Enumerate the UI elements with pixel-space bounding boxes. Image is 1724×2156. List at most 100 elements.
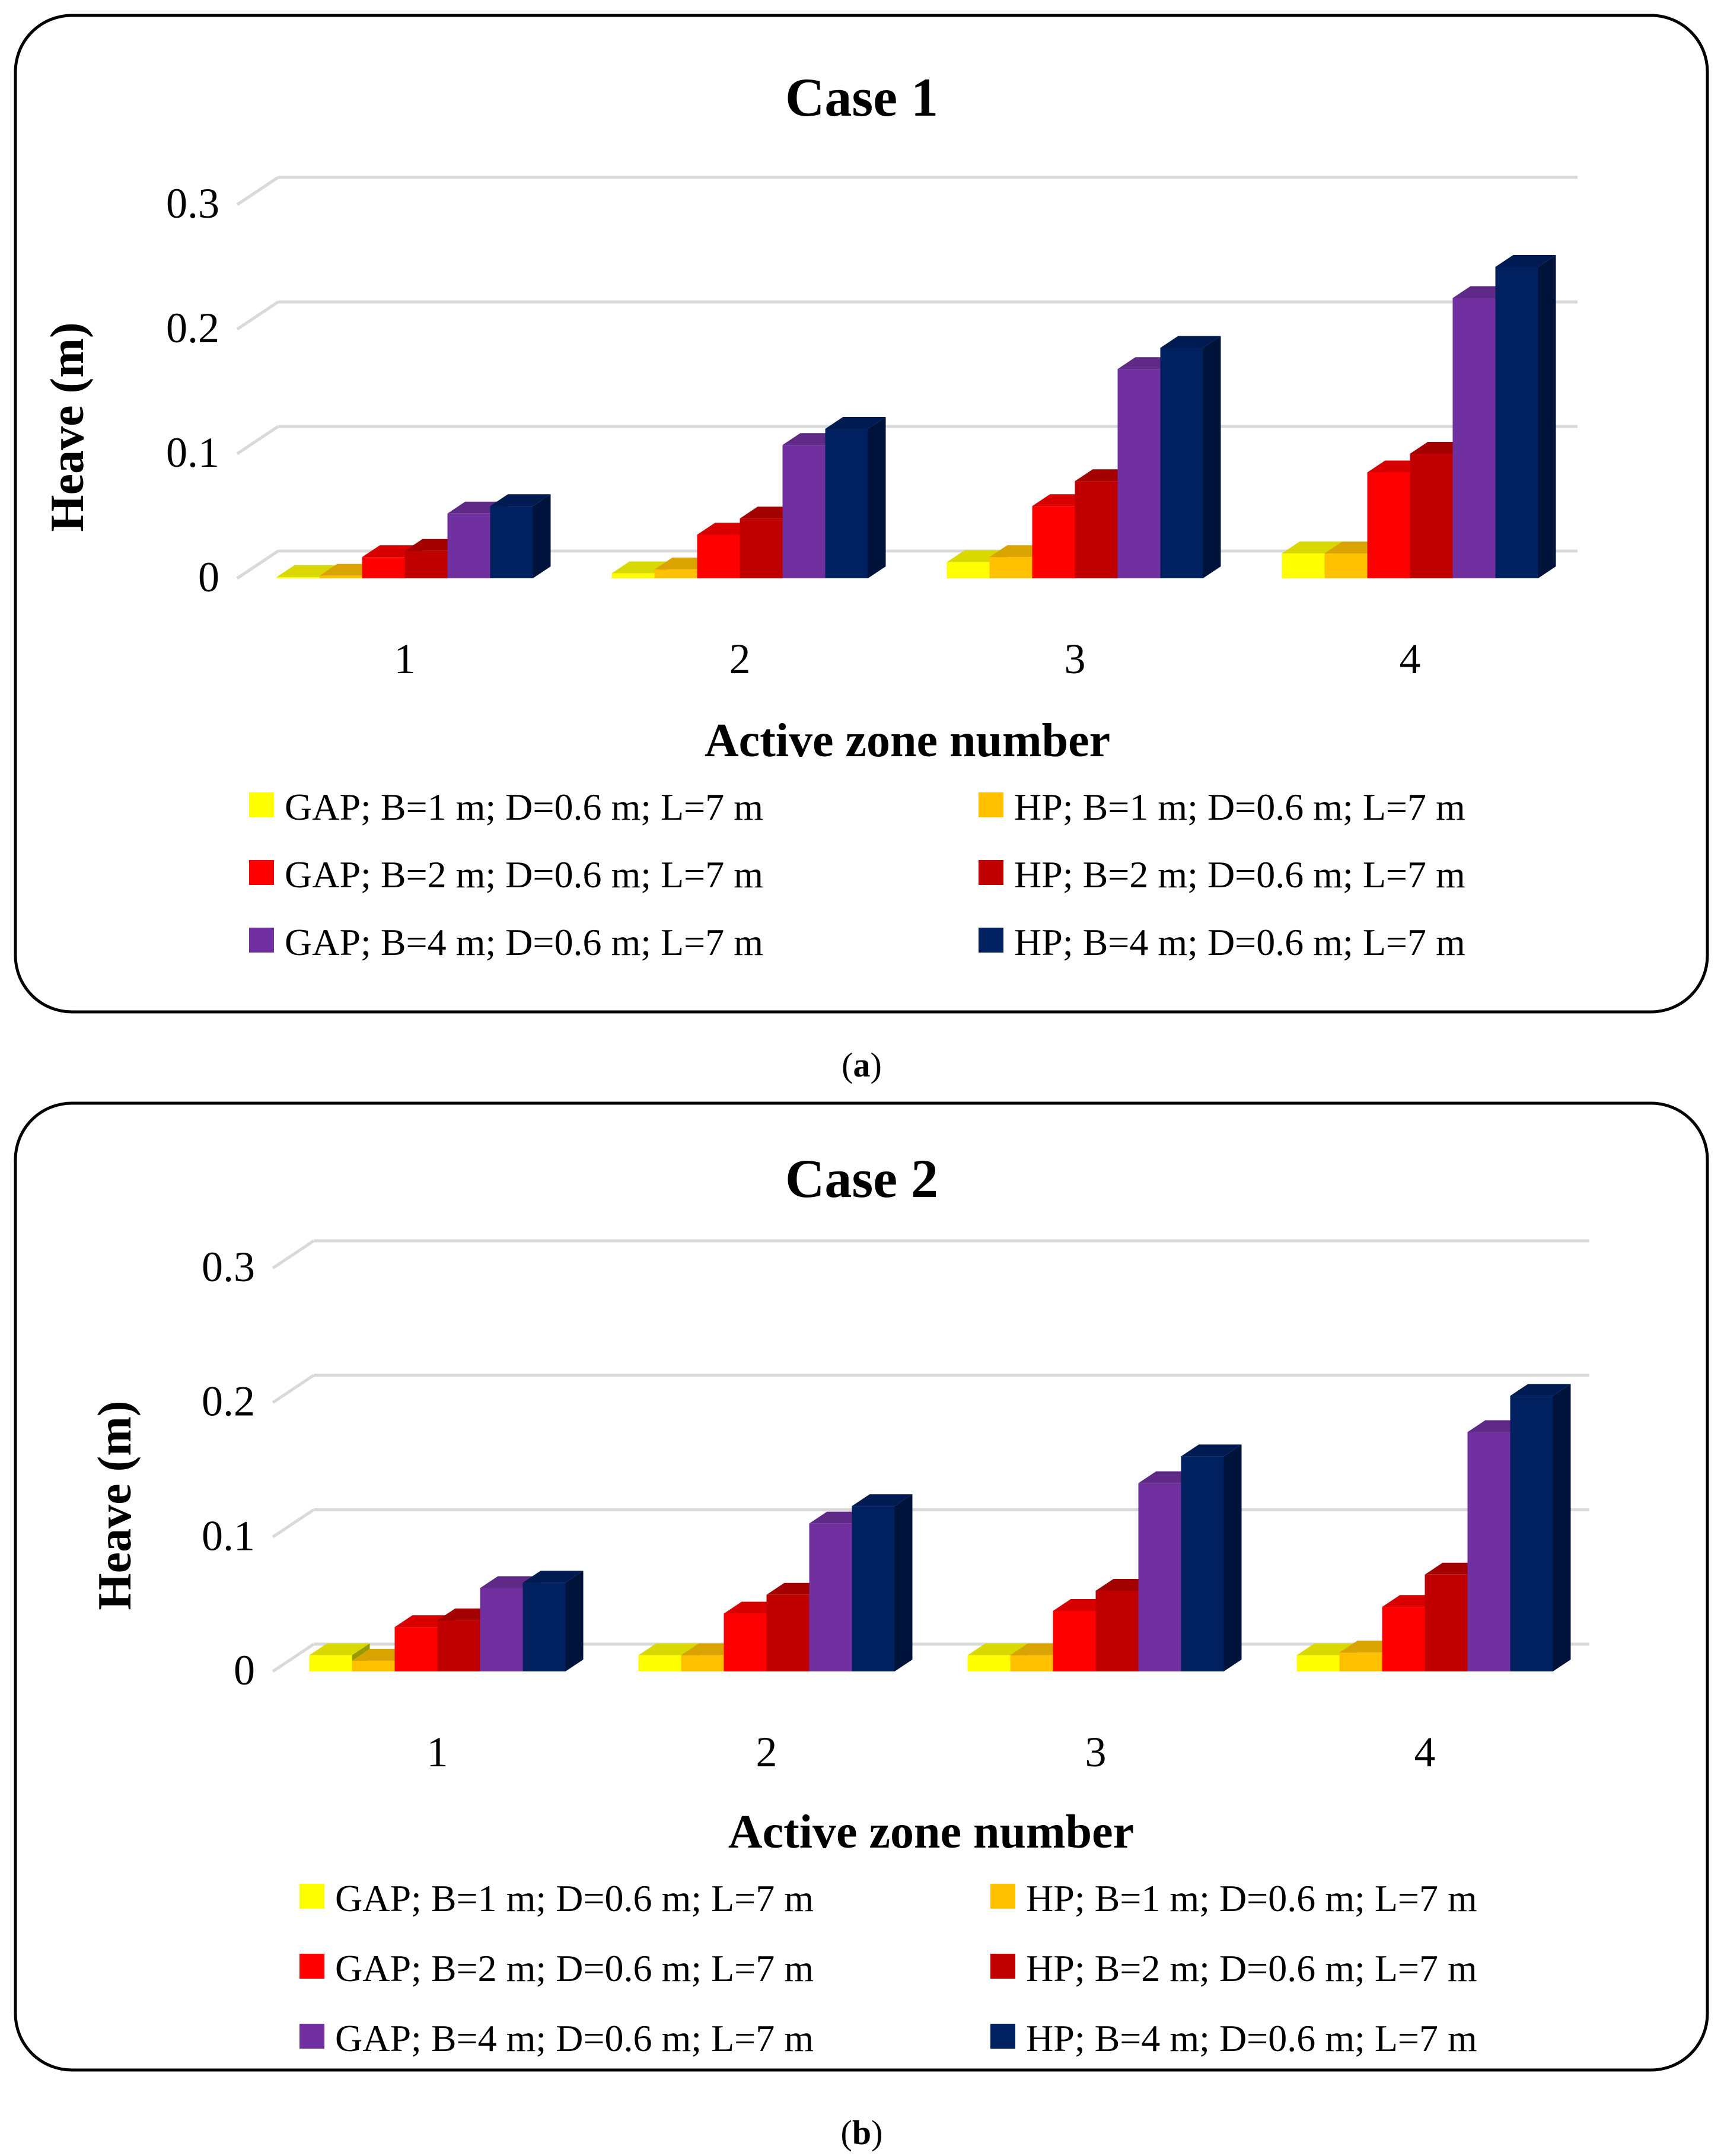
c2-bar-top [1181, 1444, 1242, 1457]
c2-bar [1010, 1655, 1053, 1671]
c1-bar [782, 445, 826, 578]
c1-bar [1075, 481, 1118, 578]
c1-bar-side [1203, 336, 1221, 578]
c2-bar [1510, 1396, 1553, 1671]
c1-bar [611, 573, 655, 578]
c1-legend-label: GAP; B=4 m; D=0.6 m; L=7 m [285, 921, 763, 963]
c1-y-tick-label: 0 [198, 553, 219, 601]
c2-bar [1467, 1432, 1511, 1671]
c2-bar [1138, 1483, 1181, 1671]
c2-bar-top [638, 1643, 699, 1655]
c2-bar [852, 1506, 895, 1671]
c2-legend-swatch [990, 1954, 1015, 1979]
c2-bar-side [1553, 1384, 1571, 1671]
c1-legend-label: GAP; B=2 m; D=0.6 m; L=7 m [285, 854, 763, 896]
c1-gridline-diag [236, 549, 279, 580]
c2-bar [1181, 1456, 1224, 1671]
c1-legend-swatch [249, 928, 274, 953]
c1-bar [1117, 369, 1161, 578]
c1-bar-top [1495, 255, 1556, 267]
c2-gridline-diag [272, 1508, 315, 1539]
c2-legend-label: GAP; B=2 m; D=0.6 m; L=7 m [335, 1947, 814, 1989]
c1-bar-side [1538, 255, 1556, 578]
c1-bar [697, 534, 740, 578]
c2-bar [394, 1627, 438, 1671]
c2-bar [522, 1582, 566, 1671]
c1-legend-swatch [979, 860, 1003, 885]
c2-bar-top [852, 1494, 913, 1507]
c1-bar [1324, 553, 1368, 578]
c1-x-tick-label: 2 [729, 635, 751, 683]
c1-legend-label: GAP; B=1 m; D=0.6 m; L=7 m [285, 786, 763, 828]
c2-bar-top [309, 1643, 370, 1655]
c1-bar [740, 518, 783, 578]
c1-bar [825, 429, 868, 578]
c2-y-tick-label: 0 [234, 1647, 255, 1694]
c2-gridline-diag [272, 1642, 315, 1673]
c2-bar-side [1223, 1444, 1242, 1671]
c2-bar [352, 1660, 395, 1671]
c2-bar [1339, 1652, 1382, 1671]
c1-bar [1495, 267, 1538, 578]
c2-bar [1382, 1607, 1425, 1671]
c1-bar [1452, 298, 1496, 578]
c2-bar [638, 1655, 681, 1671]
c1-gridline-diag [236, 425, 279, 456]
c2-bar [1296, 1655, 1340, 1671]
c1-y-tick-label: 0.2 [166, 304, 219, 352]
c1-bar [319, 575, 362, 578]
c1-legend-label: HP; B=1 m; D=0.6 m; L=7 m [1014, 786, 1465, 828]
c2-legend-label: HP; B=1 m; D=0.6 m; L=7 m [1026, 1877, 1477, 1919]
c2-bar [766, 1594, 810, 1671]
c1-bar [1410, 454, 1453, 578]
c1-y-tick-label: 0.3 [166, 180, 219, 227]
c2-bar [681, 1655, 724, 1671]
c1-bar [1367, 472, 1410, 578]
c2-x-tick-label: 2 [756, 1728, 777, 1776]
chart-case-1: Case 1 0 0.1 0.2 0.3 1 2 3 4 Active zone number He… [42, 67, 1578, 963]
c2-bar [437, 1620, 480, 1671]
c2-legend-swatch [299, 2024, 324, 2049]
c1-legend-label: HP; B=2 m; D=0.6 m; L=7 m [1014, 854, 1465, 896]
c1-bar [1032, 506, 1075, 578]
c1-bar-side [533, 494, 551, 578]
c1-y-tick-label: 0.1 [166, 429, 219, 476]
c1-legend-swatch [249, 792, 274, 817]
panel-b-label: (b) [841, 2113, 883, 2152]
c1-bar-top [1160, 336, 1221, 348]
c2-legend-swatch [990, 2024, 1015, 2049]
c1-bar-top [490, 494, 551, 507]
c2-bar [809, 1523, 852, 1671]
c1-bar [490, 506, 533, 578]
c1-gridline-diag [236, 176, 279, 206]
c1-bar [947, 562, 990, 578]
c1-bar [1282, 553, 1325, 578]
c2-bar-top [522, 1571, 584, 1583]
c2-gridline-diag [272, 1374, 315, 1404]
c2-y-axis-label: Heave (m) [89, 1400, 141, 1610]
c1-chart-title: Case 1 [785, 67, 938, 128]
c1-bar [362, 557, 405, 578]
c2-chart-title: Case 2 [785, 1148, 938, 1209]
c1-bar [989, 557, 1033, 578]
c2-y-tick-label: 0.3 [202, 1243, 255, 1291]
c1-legend-swatch [979, 792, 1003, 817]
c1-legend-swatch [249, 860, 274, 885]
c2-bar [1425, 1574, 1468, 1671]
c1-legend-swatch [979, 928, 1003, 953]
c1-bar-top [825, 417, 886, 429]
c1-y-axis-label: Heave (m) [42, 322, 94, 531]
panel-a-label: (a) [842, 1046, 882, 1084]
c2-legend-swatch [299, 1954, 324, 1979]
c1-x-tick-label: 1 [394, 635, 416, 683]
c1-bar-top [1282, 542, 1343, 553]
c1-legend-label: HP; B=4 m; D=0.6 m; L=7 m [1014, 921, 1465, 963]
c2-x-tick-label: 1 [427, 1728, 448, 1776]
c1-bar [276, 577, 320, 578]
c2-bar-side [565, 1571, 584, 1671]
c2-bar [967, 1655, 1011, 1671]
c1-bar [404, 550, 448, 578]
c1-x-tick-label: 4 [1400, 635, 1421, 683]
c2-x-tick-label: 3 [1085, 1728, 1107, 1776]
